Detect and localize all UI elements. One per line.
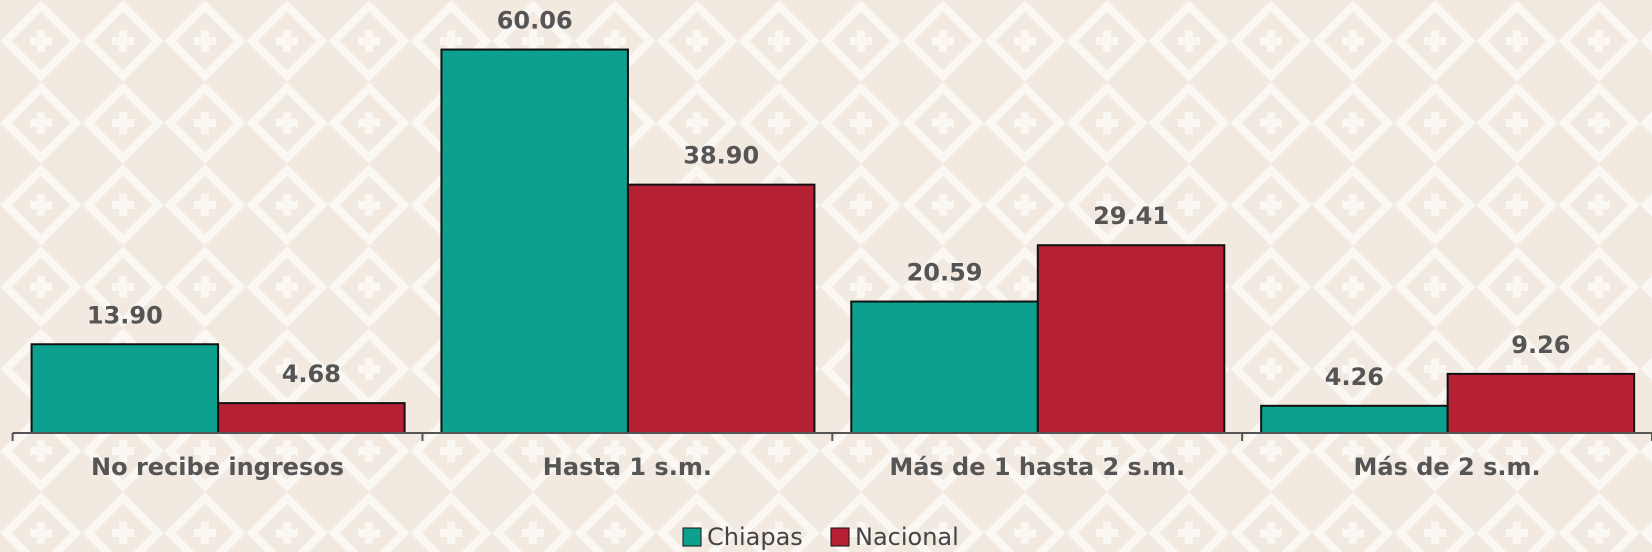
bar [440, 48, 629, 434]
data-label: 38.90 [683, 142, 759, 170]
legend-label: Nacional [855, 523, 959, 551]
data-label: 9.26 [1511, 331, 1570, 359]
bar [1036, 244, 1226, 434]
legend-swatch [830, 527, 850, 547]
bar [1446, 372, 1636, 434]
data-label: 4.26 [1325, 363, 1384, 391]
data-label: 20.59 [907, 259, 983, 287]
bar [626, 183, 816, 434]
data-label: 60.06 [497, 7, 573, 35]
data-label: 13.90 [87, 301, 163, 329]
legend-swatch [682, 527, 702, 547]
legend-label: Chiapas [707, 523, 803, 551]
bar [1260, 404, 1449, 435]
x-tick-label: Más de 1 hasta 2 s.m. [889, 453, 1185, 481]
bar [850, 300, 1039, 434]
data-label: 29.41 [1093, 202, 1169, 230]
x-tick-label: Más de 2 s.m. [1354, 453, 1541, 481]
x-tick-label: No recibe ingresos [91, 453, 344, 481]
data-label: 4.68 [282, 360, 341, 388]
bar [217, 402, 406, 434]
bar [30, 343, 220, 434]
x-tick-label: Hasta 1 s.m. [543, 453, 712, 481]
